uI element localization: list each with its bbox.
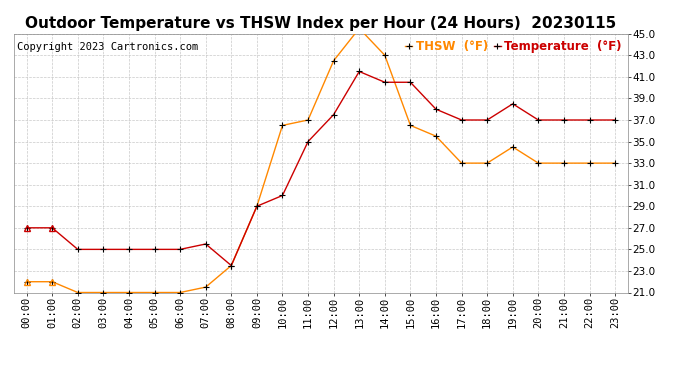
Temperature  (°F): [99, 247, 108, 252]
THSW  (°F): [99, 290, 108, 295]
THSW  (°F): [253, 204, 261, 209]
Legend: THSW  (°F), Temperature  (°F): THSW (°F), Temperature (°F): [405, 40, 622, 53]
Temperature  (°F): [201, 242, 210, 246]
THSW  (°F): [74, 290, 82, 295]
THSW  (°F): [227, 263, 235, 268]
Temperature  (°F): [483, 118, 491, 122]
THSW  (°F): [330, 58, 338, 63]
THSW  (°F): [150, 290, 159, 295]
THSW  (°F): [585, 161, 593, 165]
THSW  (°F): [125, 290, 133, 295]
Temperature  (°F): [23, 226, 31, 230]
Line: THSW  (°F): THSW (°F): [24, 26, 618, 295]
THSW  (°F): [432, 134, 440, 138]
THSW  (°F): [560, 161, 568, 165]
THSW  (°F): [509, 145, 517, 149]
THSW  (°F): [176, 290, 184, 295]
THSW  (°F): [611, 161, 619, 165]
Temperature  (°F): [48, 226, 57, 230]
Temperature  (°F): [560, 118, 568, 122]
Temperature  (°F): [534, 118, 542, 122]
THSW  (°F): [406, 123, 415, 128]
Temperature  (°F): [457, 118, 466, 122]
Title: Outdoor Temperature vs THSW Index per Hour (24 Hours)  20230115: Outdoor Temperature vs THSW Index per Ho…: [26, 16, 616, 31]
THSW  (°F): [278, 123, 286, 128]
Temperature  (°F): [304, 140, 312, 144]
Temperature  (°F): [611, 118, 619, 122]
Temperature  (°F): [381, 80, 389, 84]
Temperature  (°F): [278, 193, 286, 198]
THSW  (°F): [534, 161, 542, 165]
THSW  (°F): [355, 26, 364, 31]
Temperature  (°F): [227, 263, 235, 268]
Temperature  (°F): [74, 247, 82, 252]
Temperature  (°F): [355, 69, 364, 74]
THSW  (°F): [48, 279, 57, 284]
Temperature  (°F): [253, 204, 261, 209]
THSW  (°F): [304, 118, 312, 122]
Temperature  (°F): [150, 247, 159, 252]
Temperature  (°F): [406, 80, 415, 84]
Temperature  (°F): [330, 112, 338, 117]
THSW  (°F): [381, 53, 389, 58]
Temperature  (°F): [125, 247, 133, 252]
Text: Copyright 2023 Cartronics.com: Copyright 2023 Cartronics.com: [17, 42, 198, 51]
Temperature  (°F): [176, 247, 184, 252]
THSW  (°F): [483, 161, 491, 165]
Line: Temperature  (°F): Temperature (°F): [24, 69, 618, 268]
THSW  (°F): [201, 285, 210, 290]
Temperature  (°F): [585, 118, 593, 122]
Temperature  (°F): [509, 102, 517, 106]
Temperature  (°F): [432, 107, 440, 111]
THSW  (°F): [457, 161, 466, 165]
THSW  (°F): [23, 279, 31, 284]
